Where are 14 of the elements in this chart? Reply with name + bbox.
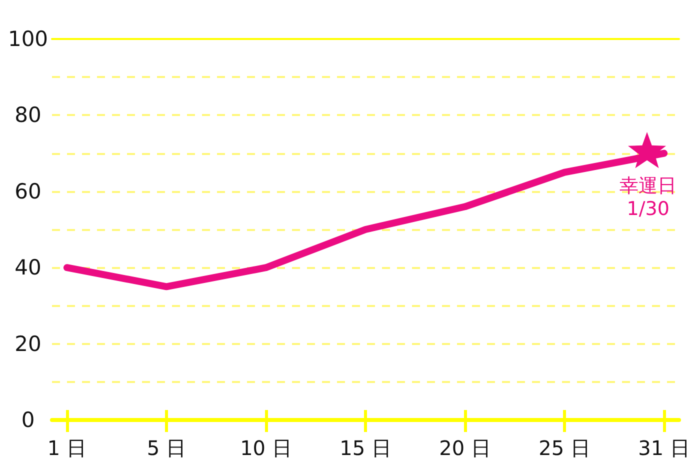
- y-tick-label: 0: [21, 408, 35, 432]
- x-tick-label: 25 日: [538, 436, 590, 460]
- x-tick-label: 20 日: [439, 436, 491, 460]
- y-tick-label: 40: [14, 256, 42, 280]
- x-tick-label: 10 日: [240, 436, 292, 460]
- x-tick-label: 5 日: [146, 436, 186, 460]
- y-tick-label: 60: [14, 179, 42, 204]
- annotation: 幸運日 1/30: [620, 174, 677, 220]
- x-tick-label: 31 日: [638, 436, 690, 460]
- y-tick-label: 80: [14, 103, 42, 128]
- x-tick-label: 1 日: [47, 436, 86, 460]
- y-tick-label: 100: [8, 27, 48, 51]
- x-tick-label: 15 日: [340, 436, 392, 460]
- y-tick-label: 20: [14, 332, 42, 356]
